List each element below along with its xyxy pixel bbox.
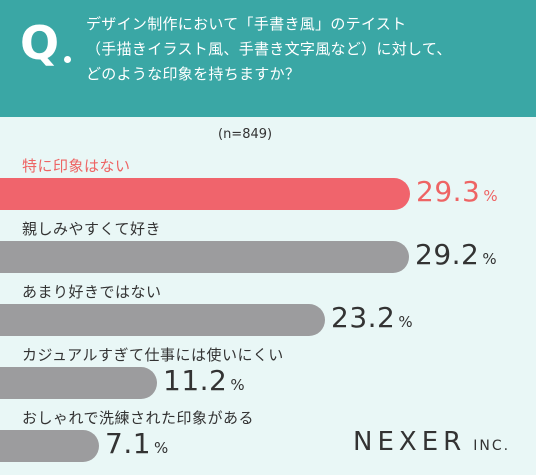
brand-logo-main: NEXER	[353, 427, 467, 457]
value-number-1: 29.3	[416, 175, 481, 208]
value-unit-4: %	[230, 376, 245, 394]
value-label-1: 29.3%	[416, 175, 498, 208]
value-label-5: 7.1%	[105, 427, 168, 460]
value-number-2: 29.2	[415, 238, 480, 271]
question-mark: Q	[20, 16, 60, 70]
question-line-3: どのような印象を持ちますか？	[86, 65, 301, 83]
value-label-4: 11.2%	[163, 364, 245, 397]
brand-logo-sub: INC.	[473, 438, 511, 454]
bar-5	[0, 430, 99, 462]
sample-size-label: (n=849)	[218, 127, 273, 142]
bar-1	[0, 178, 410, 210]
value-label-2: 29.2%	[415, 238, 497, 271]
value-number-3: 23.2	[331, 301, 396, 334]
bar-4	[0, 367, 157, 399]
value-unit-1: %	[483, 187, 498, 205]
question-mark-dot	[64, 56, 71, 63]
question-line-1: デザイン制作において「手書き風」のテイスト	[86, 15, 407, 33]
value-unit-5: %	[154, 439, 169, 457]
question-text: デザイン制作において「手書き風」のテイスト （手描きイラスト風、手書き文字風など…	[86, 12, 526, 87]
value-label-3: 23.2%	[331, 301, 413, 334]
category-label-4: カジュアルすぎて仕事には使いにくい	[22, 346, 284, 364]
value-unit-3: %	[398, 313, 413, 331]
value-unit-2: %	[482, 250, 497, 268]
bar-3	[0, 304, 325, 336]
value-number-5: 7.1	[105, 427, 152, 460]
value-number-4: 11.2	[163, 364, 228, 397]
brand-logo: NEXER INC.	[353, 427, 510, 457]
question-line-2: （手描きイラスト風、手書き文字風など）に対して、	[86, 40, 452, 58]
category-label-3: あまり好きではない	[22, 283, 162, 301]
category-label-2: 親しみやすくて好き	[22, 220, 162, 238]
question-header: Q デザイン制作において「手書き風」のテイスト （手描きイラスト風、手書き文字風…	[0, 0, 536, 117]
category-label-5: おしゃれで洗練された印象がある	[22, 409, 255, 427]
category-label-1: 特に印象はない	[22, 157, 131, 175]
bar-2	[0, 241, 409, 273]
